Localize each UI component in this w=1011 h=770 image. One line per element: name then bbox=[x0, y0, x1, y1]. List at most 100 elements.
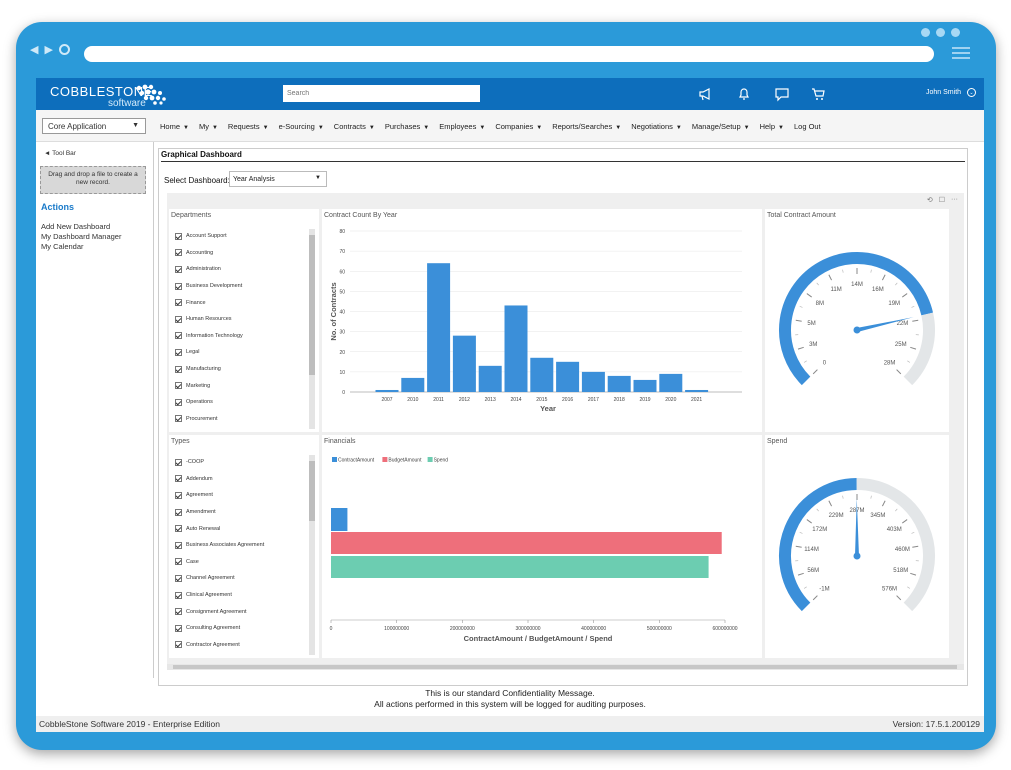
checkbox-item[interactable]: Operations bbox=[175, 394, 243, 411]
checkbox-checked-icon[interactable] bbox=[175, 282, 182, 290]
checkbox-checked-icon[interactable] bbox=[175, 475, 182, 483]
refresh-icon[interactable]: ⟲ bbox=[926, 197, 933, 204]
menu-item-negotiations[interactable]: Negotiations ▼ bbox=[631, 122, 682, 131]
menu-item-my[interactable]: My ▼ bbox=[199, 122, 218, 131]
checkbox-item[interactable]: Marketing bbox=[175, 377, 243, 394]
user-menu[interactable]: John Smith ⌄ bbox=[926, 88, 976, 97]
checkbox-checked-icon[interactable] bbox=[175, 348, 182, 356]
my-calendar-link[interactable]: My Calendar bbox=[41, 242, 84, 251]
checkbox-item[interactable]: Procurement bbox=[175, 411, 243, 428]
menu-item-purchases[interactable]: Purchases ▼ bbox=[385, 122, 429, 131]
menu-item-log-out[interactable]: Log Out bbox=[794, 122, 821, 131]
bar-2019[interactable] bbox=[633, 379, 657, 392]
menu-item-reports-searches[interactable]: Reports/Searches ▼ bbox=[552, 122, 621, 131]
departments-scrollbar[interactable] bbox=[309, 229, 315, 429]
bar-2014[interactable] bbox=[504, 305, 528, 392]
checkbox-item[interactable]: -COOP bbox=[175, 454, 264, 471]
types-scrollbar[interactable] bbox=[309, 455, 315, 655]
checkbox-item[interactable]: Information Technology bbox=[175, 328, 243, 345]
megaphone-icon[interactable] bbox=[697, 86, 713, 102]
checkbox-checked-icon[interactable] bbox=[175, 249, 182, 257]
checkbox-item[interactable]: Agreement bbox=[175, 487, 264, 504]
chat-icon[interactable] bbox=[774, 86, 790, 102]
checkbox-item[interactable]: Contractor Agreement bbox=[175, 637, 264, 654]
checkbox-checked-icon[interactable] bbox=[175, 332, 182, 340]
bar-2021[interactable] bbox=[685, 389, 709, 392]
bar-2012[interactable] bbox=[452, 335, 476, 392]
bar-2007[interactable] bbox=[375, 389, 399, 392]
checkbox-checked-icon[interactable] bbox=[175, 398, 182, 406]
checkbox-item[interactable]: Business Associates Agreement bbox=[175, 537, 264, 554]
menu-item-manage-setup[interactable]: Manage/Setup ▼ bbox=[692, 122, 750, 131]
bar-2010[interactable] bbox=[401, 377, 425, 392]
browser-menu-icon[interactable] bbox=[952, 47, 970, 62]
menu-item-employees[interactable]: Employees ▼ bbox=[439, 122, 485, 131]
menu-item-requests[interactable]: Requests ▼ bbox=[228, 122, 269, 131]
checkbox-item[interactable]: Business Development bbox=[175, 278, 243, 295]
checkbox-item[interactable]: Finance bbox=[175, 294, 243, 311]
checkbox-checked-icon[interactable] bbox=[175, 641, 182, 649]
add-new-dashboard-link[interactable]: Add New Dashboard bbox=[41, 222, 111, 231]
checkbox-checked-icon[interactable] bbox=[175, 541, 182, 549]
checkbox-checked-icon[interactable] bbox=[175, 265, 182, 273]
menu-item-help[interactable]: Help ▼ bbox=[760, 122, 784, 131]
checkbox-checked-icon[interactable] bbox=[175, 574, 182, 582]
my-dashboard-manager-link[interactable]: My Dashboard Manager bbox=[41, 232, 122, 241]
checkbox-item[interactable]: Manufacturing bbox=[175, 361, 243, 378]
dashboard-select[interactable]: Year Analysis ▼ bbox=[229, 171, 327, 187]
bar-2015[interactable] bbox=[530, 357, 554, 392]
checkbox-item[interactable]: Account Support bbox=[175, 228, 243, 245]
checkbox-checked-icon[interactable] bbox=[175, 525, 182, 533]
bar-2016[interactable] bbox=[556, 361, 580, 392]
checkbox-checked-icon[interactable] bbox=[175, 299, 182, 307]
forward-icon[interactable]: ▶ bbox=[44, 44, 53, 56]
bar-2011[interactable] bbox=[427, 263, 451, 392]
menu-item-home[interactable]: Home ▼ bbox=[160, 122, 189, 131]
back-icon[interactable]: ◀ bbox=[30, 44, 39, 56]
checkbox-checked-icon[interactable] bbox=[175, 491, 182, 499]
bar-BudgetAmount[interactable] bbox=[331, 532, 722, 554]
checkbox-item[interactable]: Case bbox=[175, 554, 264, 571]
more-icon[interactable]: ··· bbox=[951, 196, 958, 203]
bar-2013[interactable] bbox=[478, 365, 502, 392]
checkbox-checked-icon[interactable] bbox=[175, 415, 182, 423]
toolbar-toggle[interactable]: ◄ Tool Bar bbox=[44, 150, 76, 157]
checkbox-item[interactable]: Accounting bbox=[175, 245, 243, 262]
dashboard-hscrollbar[interactable] bbox=[167, 664, 964, 670]
maximize-icon[interactable]: ☐ bbox=[938, 197, 945, 204]
bar-ContractAmount[interactable] bbox=[331, 508, 348, 531]
cart-icon[interactable] bbox=[810, 86, 826, 102]
checkbox-item[interactable]: Administration bbox=[175, 261, 243, 278]
checkbox-item[interactable]: Legal bbox=[175, 344, 243, 361]
refresh-icon[interactable] bbox=[58, 44, 70, 55]
bar-2017[interactable] bbox=[581, 371, 605, 392]
bar-2020[interactable] bbox=[659, 373, 683, 392]
checkbox-item[interactable]: Clinical Agreement bbox=[175, 587, 264, 604]
checkbox-checked-icon[interactable] bbox=[175, 458, 182, 466]
checkbox-checked-icon[interactable] bbox=[175, 558, 182, 566]
checkbox-item[interactable]: Human Resources bbox=[175, 311, 243, 328]
file-dropzone[interactable]: Drag and drop a file to create a new rec… bbox=[40, 166, 146, 194]
logo[interactable]: COBBLESTONE software bbox=[50, 83, 166, 109]
checkbox-checked-icon[interactable] bbox=[175, 591, 182, 599]
checkbox-checked-icon[interactable] bbox=[175, 232, 182, 240]
checkbox-item[interactable]: Amendment bbox=[175, 504, 264, 521]
menu-item-contracts[interactable]: Contracts ▼ bbox=[334, 122, 375, 131]
checkbox-item[interactable]: Addendum bbox=[175, 471, 264, 488]
checkbox-item[interactable]: Auto Renewal bbox=[175, 520, 264, 537]
checkbox-checked-icon[interactable] bbox=[175, 315, 182, 323]
checkbox-item[interactable]: Consulting Agreement bbox=[175, 620, 264, 637]
search-input[interactable] bbox=[283, 85, 480, 102]
checkbox-checked-icon[interactable] bbox=[175, 624, 182, 632]
bar-2018[interactable] bbox=[607, 375, 631, 392]
bell-icon[interactable] bbox=[736, 86, 752, 102]
checkbox-checked-icon[interactable] bbox=[175, 365, 182, 373]
address-bar[interactable] bbox=[84, 46, 934, 62]
menu-item-e-sourcing[interactable]: e-Sourcing ▼ bbox=[279, 122, 324, 131]
checkbox-item[interactable]: Consignment Agreement bbox=[175, 603, 264, 620]
checkbox-item[interactable]: Channel Agreement bbox=[175, 570, 264, 587]
checkbox-checked-icon[interactable] bbox=[175, 508, 182, 516]
checkbox-checked-icon[interactable] bbox=[175, 608, 182, 616]
bar-Spend[interactable] bbox=[331, 556, 709, 578]
menu-item-companies[interactable]: Companies ▼ bbox=[495, 122, 542, 131]
